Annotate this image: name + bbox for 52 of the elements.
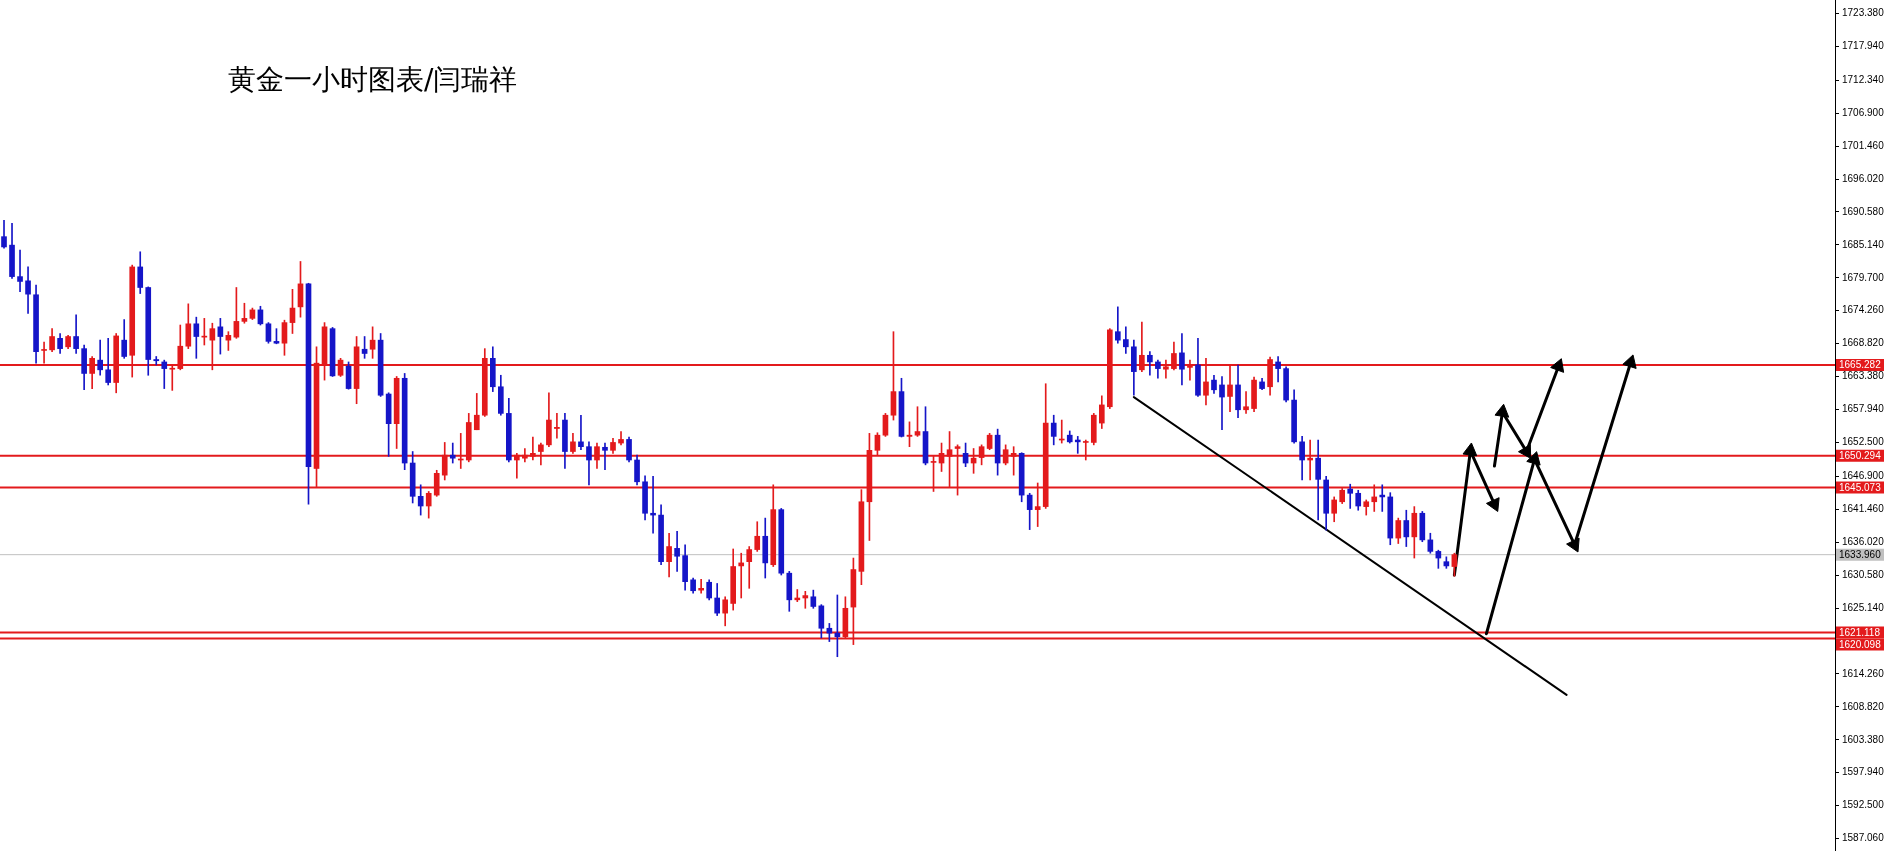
candlestick: [1147, 351, 1153, 376]
y-tick-label: 1608.820: [1842, 700, 1884, 712]
candlestick: [1347, 483, 1354, 509]
candlestick: [1243, 391, 1249, 414]
y-tick-label: 1663.380: [1842, 370, 1884, 382]
text: 黄金一小时图表/闫瑞祥: [228, 63, 518, 97]
ref-line-label: 1620.098: [1839, 638, 1882, 650]
y-tick-label: 1657.940: [1842, 403, 1884, 415]
candlestick: [554, 413, 560, 439]
point: [1566, 537, 1580, 553]
candlestick: [17, 249, 23, 293]
ref-line-label: 1633.960: [1839, 548, 1882, 560]
point: [1550, 358, 1565, 373]
candlestick: [602, 442, 608, 471]
y-tick-label: 1636.020: [1842, 535, 1884, 547]
candlestick: [153, 356, 160, 366]
ref-line-label: 1645.073: [1839, 481, 1882, 493]
y-tick-label: 1652.500: [1842, 436, 1884, 448]
ref-line-label: 1621.118: [1839, 626, 1881, 638]
candlestick: [1115, 306, 1121, 344]
y-tick-label: 1625.140: [1842, 601, 1884, 613]
y-tick-label: 1603.380: [1842, 733, 1884, 745]
y-tick-label: 1706.900: [1842, 106, 1884, 118]
point: [1622, 354, 1637, 369]
candlestick: [578, 414, 584, 451]
y-tick-label: 1597.940: [1842, 766, 1884, 778]
y-tick-label: 1641.460: [1842, 503, 1884, 515]
y-tick-label: 1668.820: [1842, 337, 1884, 349]
y-tick-label: 1717.940: [1842, 40, 1884, 52]
ref-line-label: 1650.294: [1839, 450, 1882, 462]
candlestick: [449, 442, 456, 464]
y-tick-label: 1674.260: [1842, 304, 1884, 316]
point: [1526, 451, 1541, 466]
y-tick-label: 1690.580: [1842, 205, 1884, 217]
y-tick-label: 1592.500: [1842, 799, 1884, 811]
candlestick: [161, 359, 168, 389]
y-tick-label: 1630.580: [1842, 568, 1884, 580]
y-tick-label: 1587.060: [1842, 832, 1884, 844]
point: [1494, 403, 1510, 418]
y-tick-label: 1723.380: [1842, 7, 1884, 19]
y-tick-label: 1701.460: [1842, 139, 1884, 151]
y-tick-label: 1614.260: [1842, 667, 1884, 679]
candlestick: [674, 531, 680, 572]
candlestick: [1219, 376, 1225, 431]
y-tick-label: 1646.900: [1842, 470, 1884, 482]
y-tick-label: 1685.140: [1842, 238, 1884, 250]
y-tick-label: 1712.340: [1842, 74, 1884, 86]
candlestick: [802, 591, 809, 609]
y-tick-label: 1679.700: [1842, 271, 1884, 283]
y-tick-label: 1696.020: [1842, 172, 1884, 184]
ref-line-label: 1665.282: [1839, 359, 1882, 371]
point: [1518, 444, 1532, 459]
